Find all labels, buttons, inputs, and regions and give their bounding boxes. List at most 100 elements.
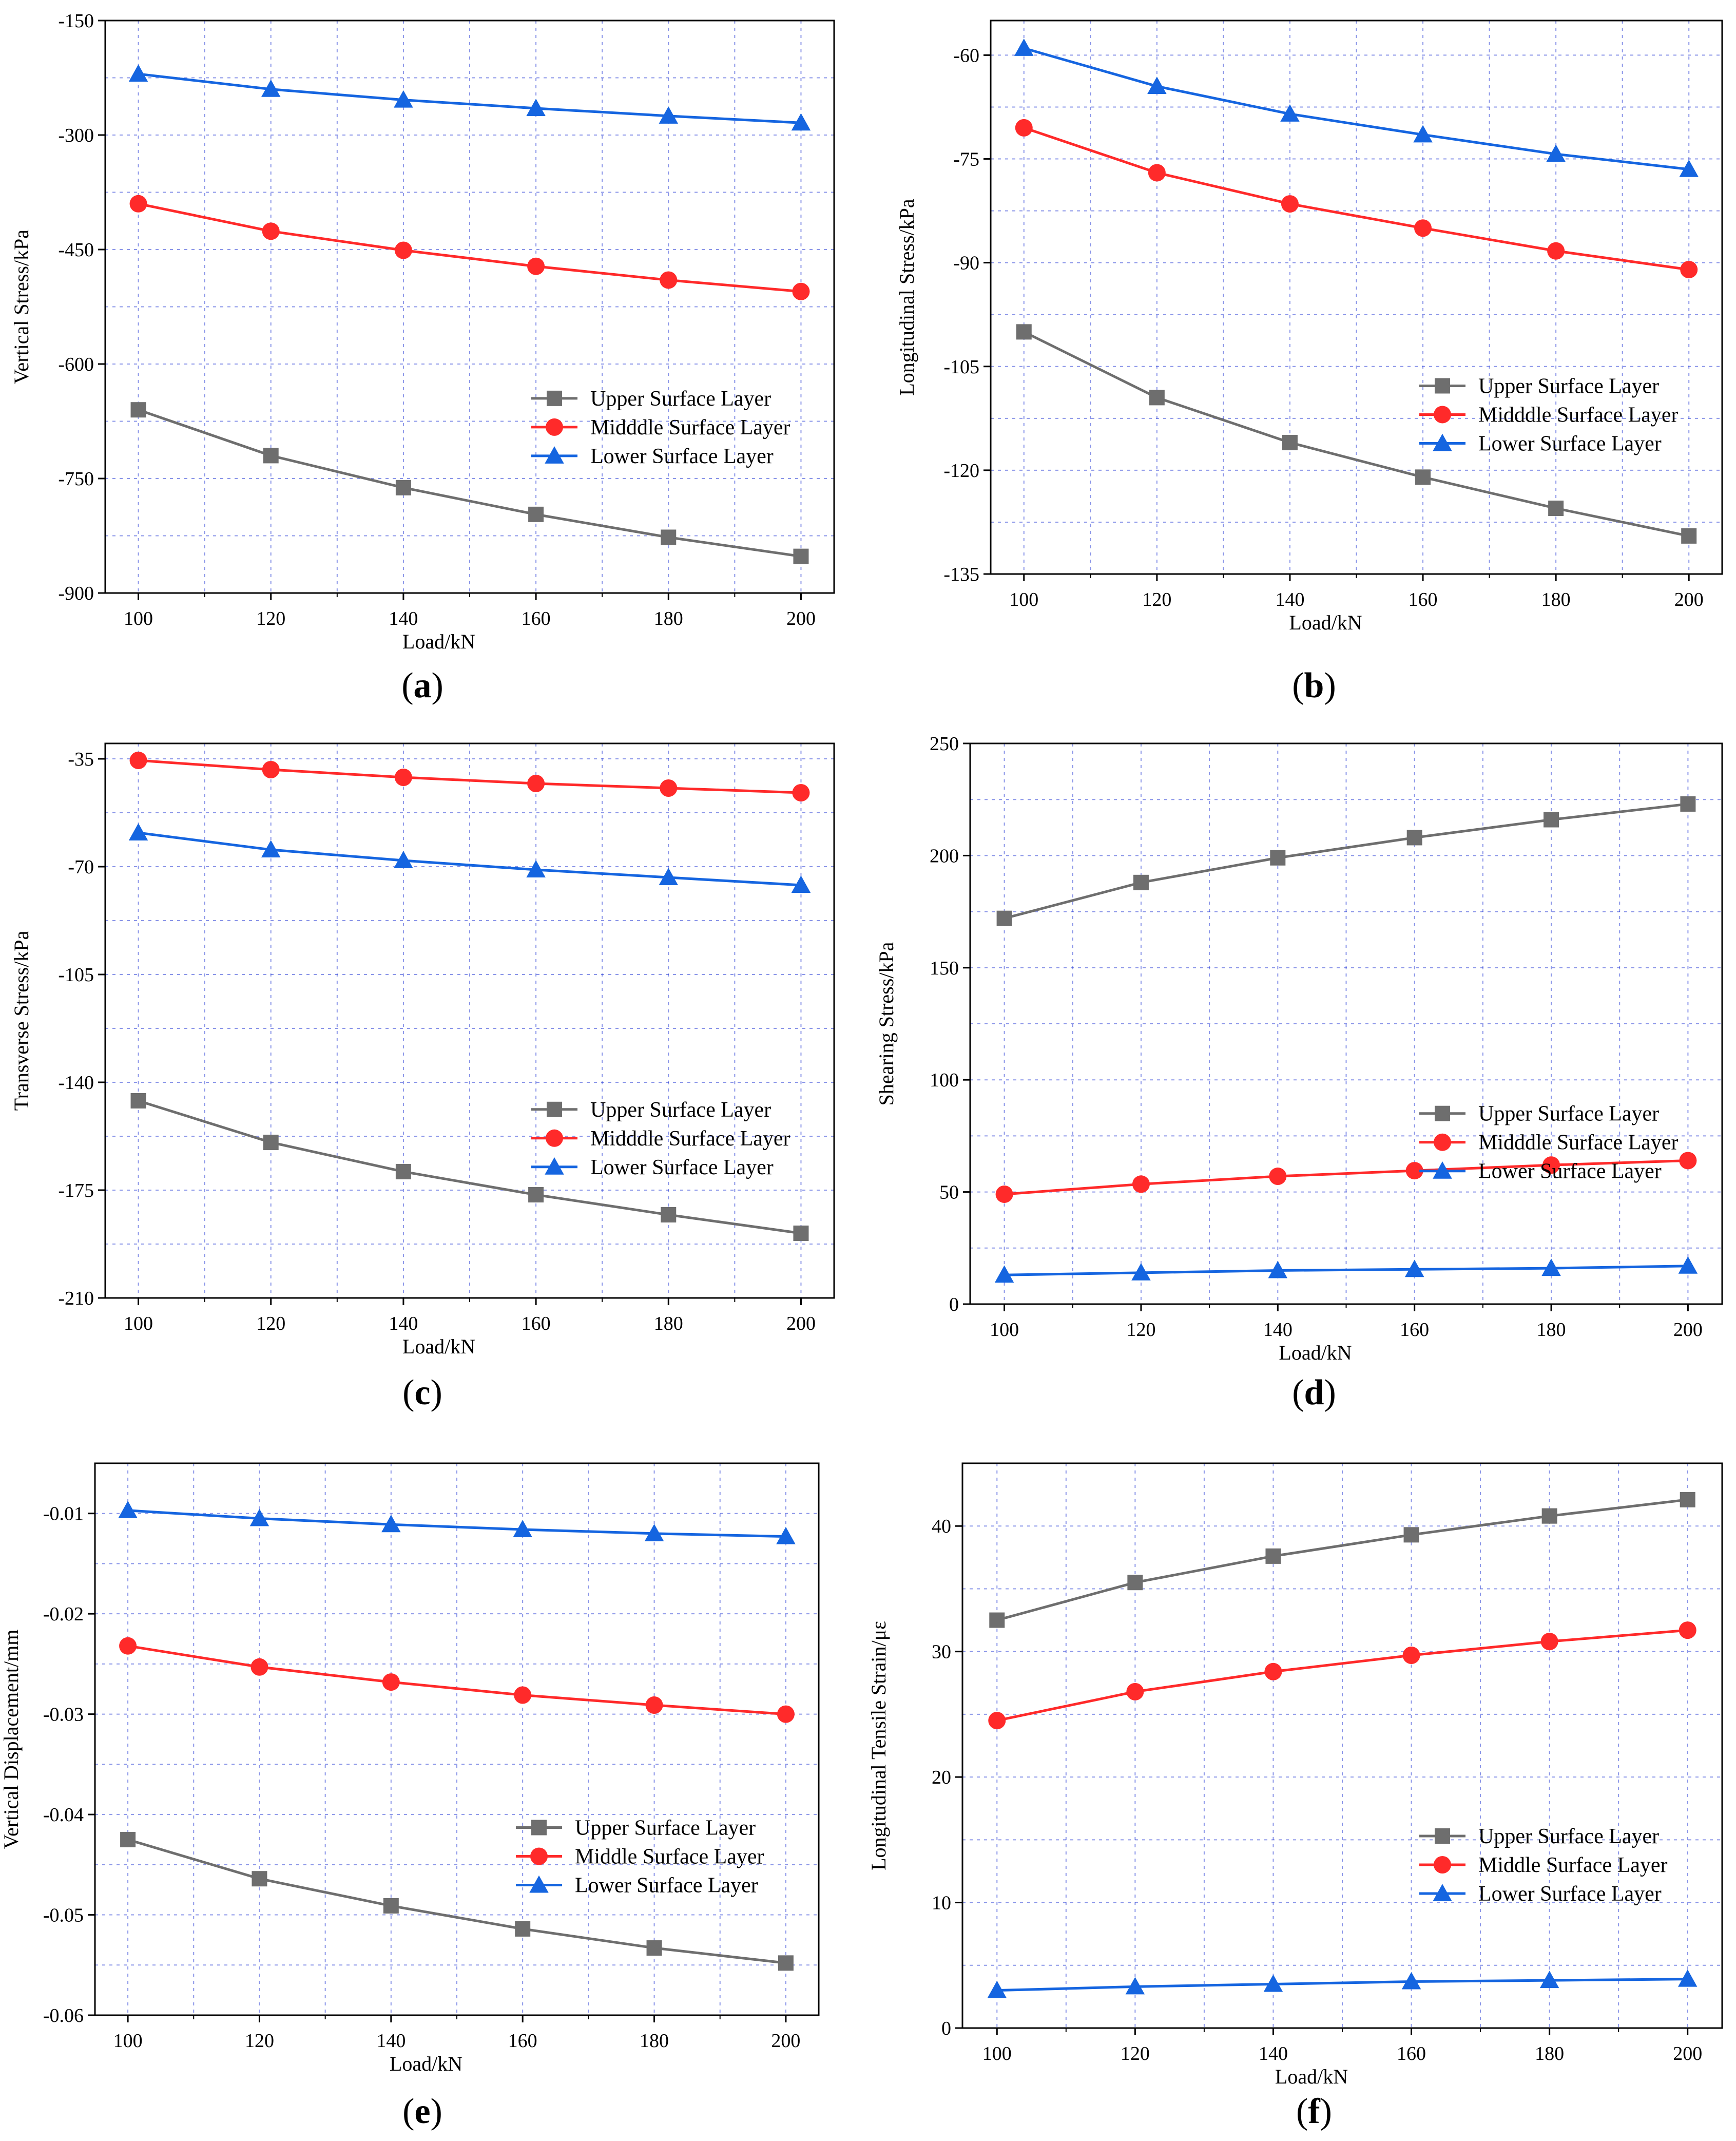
data-point — [129, 752, 147, 769]
data-point — [1681, 528, 1697, 544]
data-point — [644, 1524, 664, 1541]
series-line — [138, 831, 801, 887]
series-line — [127, 1645, 786, 1716]
legend-label: Middle Surface Layer — [575, 1845, 764, 1869]
data-point — [989, 1612, 1005, 1628]
x-tick-label: 100 — [1009, 589, 1038, 610]
panel-label: (a) — [401, 666, 443, 705]
x-tick-label: 120 — [256, 1313, 285, 1334]
series-line — [138, 202, 801, 293]
x-tick-label: 120 — [1126, 1319, 1155, 1341]
data-point — [1133, 874, 1149, 890]
x-tick-label: 200 — [786, 608, 816, 629]
series-line — [138, 759, 801, 794]
data-point — [793, 548, 809, 564]
data-point — [262, 761, 280, 778]
series-0 — [1016, 324, 1697, 544]
legend-label: Middle Surface Layer — [1478, 1853, 1668, 1877]
data-point — [777, 1705, 795, 1723]
data-point — [1280, 104, 1300, 122]
data-point — [263, 1135, 279, 1150]
data-point — [1014, 39, 1034, 56]
x-tick-label: 200 — [1673, 1319, 1703, 1341]
legend-label: Lower Surface Layer — [1478, 1160, 1662, 1183]
x-tick-label: 100 — [982, 2043, 1012, 2064]
x-tick-label: 100 — [113, 2030, 143, 2052]
series-1 — [119, 1637, 795, 1723]
data-point — [120, 1831, 136, 1847]
x-tick-label: 200 — [1674, 589, 1704, 610]
legend-marker — [1434, 406, 1451, 424]
series-0 — [130, 402, 809, 564]
y-tick-label: -0.05 — [43, 1905, 84, 1926]
legend-marker — [1435, 1828, 1450, 1844]
y-tick-label: -175 — [58, 1180, 94, 1201]
data-point — [395, 1164, 411, 1179]
legend-marker — [531, 1820, 547, 1836]
x-tick-label: 140 — [376, 2030, 406, 2052]
data-point — [130, 1093, 146, 1108]
series-1 — [1015, 119, 1698, 279]
legend-marker — [1434, 1133, 1451, 1151]
series-line — [127, 1509, 786, 1538]
data-point — [528, 1187, 544, 1202]
data-point — [1678, 1256, 1698, 1274]
legend: Upper Surface Layer Midddle Surface Layer… — [531, 1098, 790, 1179]
legend-label: Lower Surface Layer — [1478, 1882, 1662, 1906]
series-line — [1023, 126, 1689, 271]
data-point — [1127, 1575, 1143, 1591]
series-0 — [996, 796, 1696, 926]
legend: Upper Surface Layer Midddle Surface Layer… — [531, 387, 790, 468]
x-tick-label: 160 — [522, 608, 551, 629]
data-point — [515, 1921, 531, 1937]
data-point — [1405, 1162, 1423, 1180]
chart-panel-c: 100 120 140 160 180 200 -35 -70 -105 -140 -175 -210… — [10, 742, 835, 1358]
x-axis-title: Load/kN — [402, 1335, 475, 1358]
y-tick-label: 250 — [930, 733, 959, 755]
legend-label: Upper Surface Layer — [590, 1098, 771, 1122]
x-tick-label: 180 — [640, 2030, 669, 2052]
series-1 — [129, 195, 810, 300]
y-tick-label: -105 — [943, 356, 979, 378]
series-2 — [128, 64, 811, 131]
data-point — [791, 875, 811, 893]
data-point — [1270, 850, 1286, 866]
data-point — [130, 402, 146, 418]
data-point — [1679, 159, 1699, 177]
x-axis-title: Load/kN — [1275, 2065, 1348, 2088]
data-point — [261, 80, 281, 97]
y-tick-label: -90 — [953, 253, 979, 274]
series-line — [996, 1498, 1688, 1621]
data-point — [1680, 1492, 1695, 1507]
legend-marker — [529, 1875, 549, 1893]
data-point — [660, 779, 678, 797]
data-point — [528, 506, 544, 522]
data-point — [1281, 195, 1299, 213]
x-axis-title: Load/kN — [1279, 1341, 1352, 1364]
legend: Upper Surface Layer Midddle Surface Layer… — [1419, 374, 1679, 455]
y-tick-label: -0.03 — [43, 1704, 84, 1726]
data-point — [263, 448, 279, 464]
x-tick-label: 160 — [508, 2030, 537, 2052]
plot-frame — [990, 20, 1723, 575]
series-line — [997, 1978, 1688, 1992]
data-point — [1679, 1621, 1696, 1639]
data-point — [261, 840, 281, 857]
data-point — [661, 1207, 677, 1222]
x-tick-label: 120 — [256, 608, 285, 629]
x-tick-label: 140 — [1259, 2043, 1288, 2064]
x-tick-label: 200 — [1673, 2043, 1702, 2064]
data-point — [119, 1637, 137, 1655]
x-tick-label: 160 — [522, 1313, 551, 1334]
series-0 — [989, 1492, 1695, 1628]
legend-label: Upper Surface Layer — [1478, 374, 1659, 398]
data-point — [1541, 1508, 1557, 1524]
legend-marker — [1435, 378, 1450, 394]
x-tick-label: 140 — [389, 608, 418, 629]
y-tick-label: -70 — [68, 856, 94, 878]
y-axis-title: Vertical Stress/kPa — [10, 230, 33, 384]
legend-label: Lower Surface Layer — [1478, 432, 1662, 455]
x-axis-title: Load/kN — [1289, 611, 1362, 634]
data-point — [659, 106, 679, 124]
